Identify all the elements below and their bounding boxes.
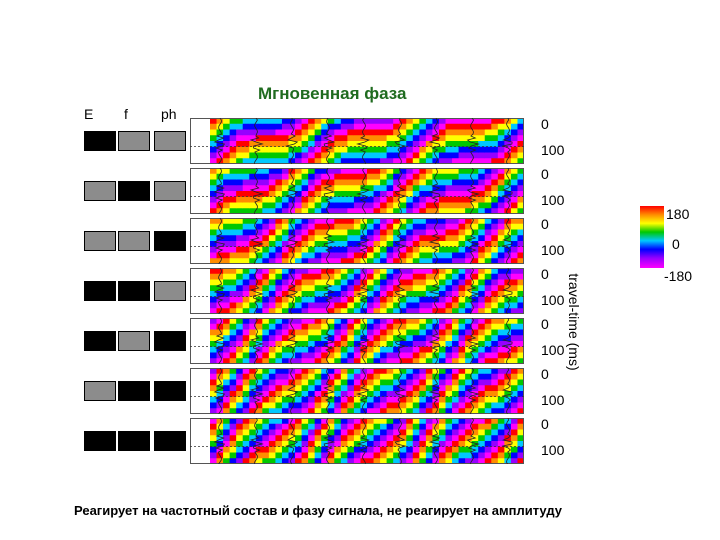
- indicator-e-row-3: [84, 231, 116, 251]
- tick-top-row-6: 0: [541, 366, 549, 382]
- phase-panel-row-2: [190, 168, 524, 214]
- column-header-ph: ph: [161, 106, 177, 122]
- figure-caption: Реагирует на частотный состав и фазу сиг…: [74, 503, 562, 518]
- tick-bottom-row-6: 100: [541, 392, 565, 408]
- phase-panel-row-5: [190, 318, 524, 364]
- indicator-f-row-2: [118, 181, 150, 201]
- tick-bottom-row-4: 100: [541, 292, 565, 308]
- colorbar-min-label: -180: [664, 268, 693, 284]
- phase-panel-row-6: [190, 368, 524, 414]
- tick-top-row-2: 0: [541, 166, 549, 182]
- tick-top-row-7: 0: [541, 416, 549, 432]
- phase-panel-row-7: [190, 418, 524, 464]
- phase-panel-row-4: [190, 268, 524, 314]
- indicator-e-row-7: [84, 431, 116, 451]
- tick-bottom-row-2: 100: [541, 192, 565, 208]
- indicator-f-row-4: [118, 281, 150, 301]
- tick-top-row-5: 0: [541, 316, 549, 332]
- indicator-f-row-6: [118, 381, 150, 401]
- indicator-e-row-2: [84, 181, 116, 201]
- column-header-e: E: [84, 106, 94, 122]
- indicator-f-row-3: [118, 231, 150, 251]
- indicator-e-row-1: [84, 131, 116, 151]
- phase-panel-row-3: [190, 218, 524, 264]
- tick-top-row-4: 0: [541, 266, 549, 282]
- indicator-ph-row-2: [154, 181, 186, 201]
- indicator-f-row-7: [118, 431, 150, 451]
- column-header-f: f: [124, 106, 128, 122]
- tick-bottom-row-3: 100: [541, 242, 565, 258]
- tick-bottom-row-7: 100: [541, 442, 565, 458]
- indicator-ph-row-1: [154, 131, 186, 151]
- figure-title: Мгновенная фаза: [258, 84, 407, 103]
- indicator-ph-row-5: [154, 331, 186, 351]
- tick-top-row-1: 0: [541, 116, 549, 132]
- indicator-ph-row-4: [154, 281, 186, 301]
- phase-panel-row-1: [190, 118, 524, 164]
- indicator-f-row-1: [118, 131, 150, 151]
- indicator-ph-row-7: [154, 431, 186, 451]
- indicator-e-row-4: [84, 281, 116, 301]
- tick-bottom-row-5: 100: [541, 342, 565, 358]
- indicator-ph-row-3: [154, 231, 186, 251]
- indicator-f-row-5: [118, 331, 150, 351]
- indicator-ph-row-6: [154, 381, 186, 401]
- tick-bottom-row-1: 100: [541, 142, 565, 158]
- y-axis-label: travel-time (ms): [566, 273, 582, 371]
- tick-top-row-3: 0: [541, 216, 549, 232]
- indicator-e-row-6: [84, 381, 116, 401]
- colorbar-max-label: 180: [666, 206, 690, 222]
- indicator-e-row-5: [84, 331, 116, 351]
- phase-colorbar: [640, 206, 664, 268]
- colorbar-mid-label: 0: [672, 236, 680, 252]
